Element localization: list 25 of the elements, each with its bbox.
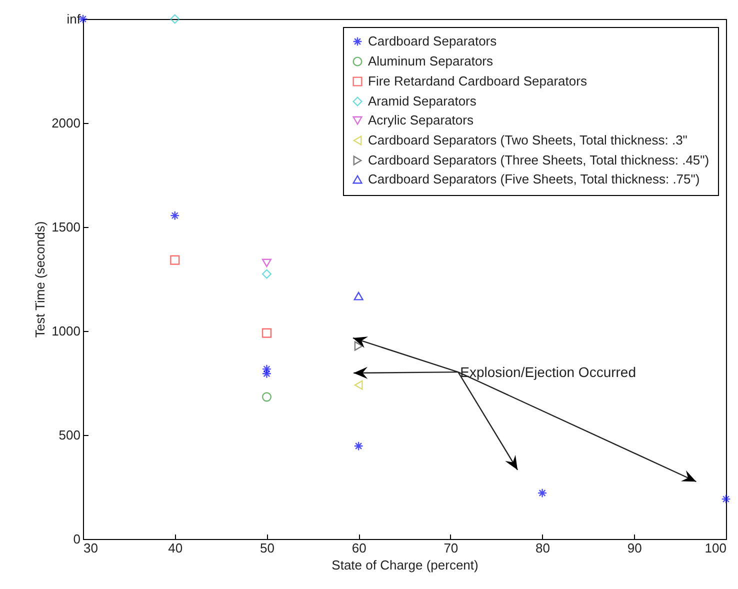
annotation: Explosion/Ejection Occurred <box>460 364 636 380</box>
y-tick-label: 2000 <box>52 116 80 130</box>
legend-label: Cardboard Separators (Three Sheets, Total thickness: .45") <box>368 152 710 168</box>
legend-label: Acrylic Separators <box>368 112 474 128</box>
y-tick-label: 1000 <box>52 324 80 338</box>
x-tick-label: 40 <box>168 540 183 556</box>
y-tick-label: 1500 <box>52 220 80 234</box>
x-axis-title: State of Charge (percent) <box>332 558 478 572</box>
x-tick-label: 90 <box>627 540 642 556</box>
x-tick-label: 60 <box>352 540 366 556</box>
legend-label: Aramid Separators <box>368 94 477 108</box>
legend-label: Aluminum Separators <box>368 54 494 68</box>
x-tick-label: 80 <box>536 540 550 556</box>
x-tick-label: 70 <box>444 540 458 556</box>
y-tick-label: 500 <box>58 428 80 442</box>
legend-label: Cardboard Separators (Five Sheets, Total thickness: .75") <box>368 172 700 186</box>
x-tick-label: 100 <box>704 540 726 556</box>
legend-label: Cardboard Separators <box>368 34 498 48</box>
y-tick-label: 0 <box>73 532 80 546</box>
x-tick-label: 50 <box>260 540 274 556</box>
y-tick-label: inf <box>66 12 81 26</box>
legend-label: Cardboard Separators (Two Sheets, Total thickness: .3" <box>368 132 688 148</box>
legend-label: Fire Retardand Cardboard Separators <box>368 74 588 88</box>
x-tick-label: 30 <box>84 540 98 556</box>
y-axis-title: Test Time (seconds) <box>32 221 48 338</box>
